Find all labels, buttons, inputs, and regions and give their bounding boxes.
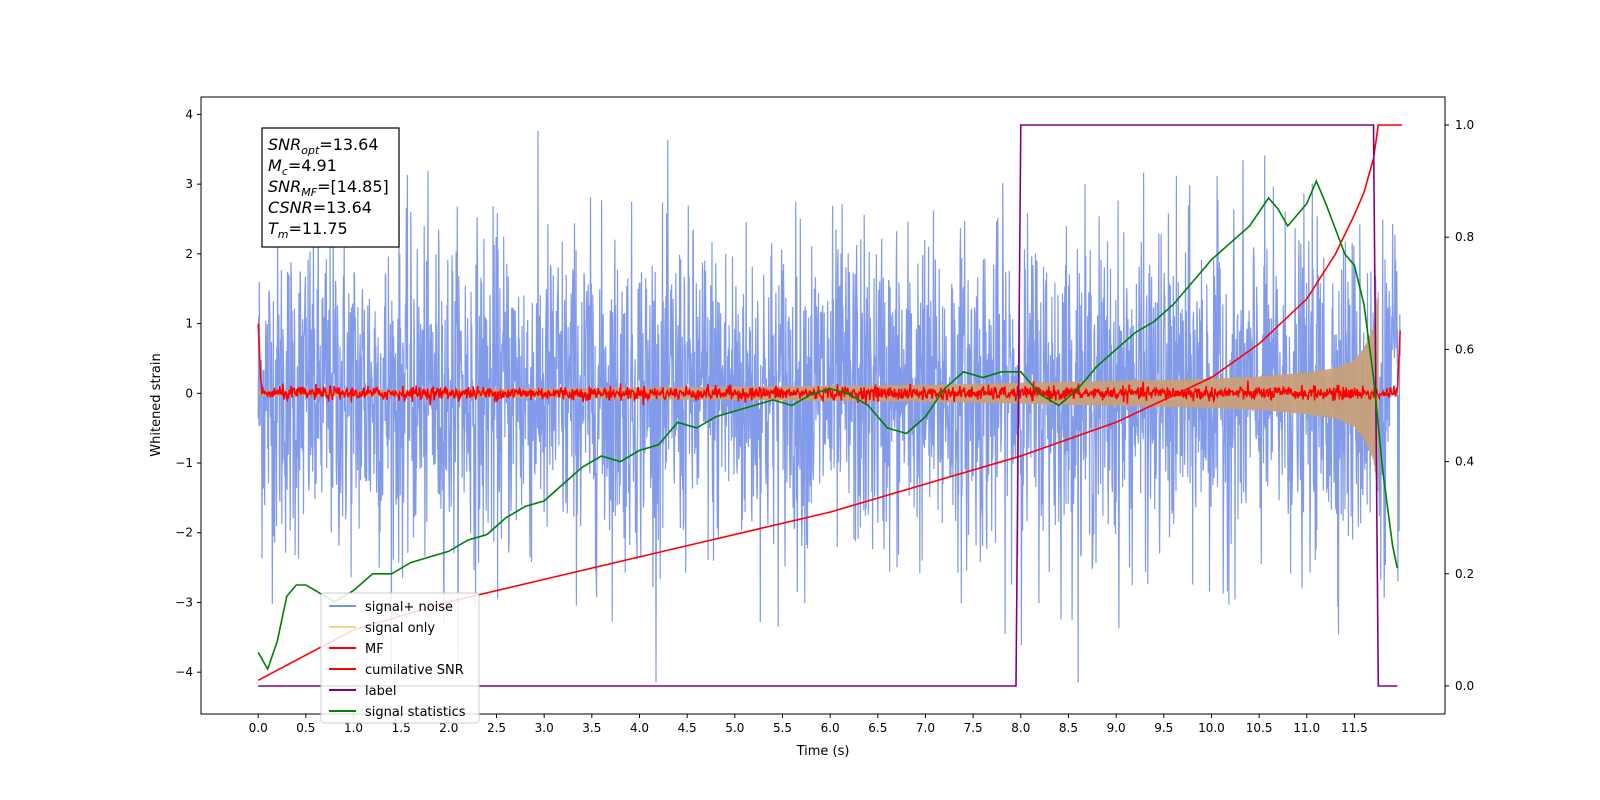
- legend: signal+ noise signal only MF cumilative SNR…: [320, 592, 480, 724]
- x-tick-label: 3.5: [582, 721, 601, 735]
- y-tick-label: −2: [175, 526, 193, 540]
- annotation-box: SNRopt=13.64Mc=4.91SNRMF=[14.85]CSNR=13.…: [261, 127, 400, 248]
- x-tick-label: 9.5: [1154, 721, 1173, 735]
- y2-tick-label: 0.0: [1455, 679, 1474, 693]
- x-tick-label: 0.5: [296, 721, 315, 735]
- annotation-line: Mc=4.91: [268, 156, 337, 178]
- y2-tick-label: 0.6: [1455, 342, 1474, 356]
- annotation-line: SNRopt=13.64: [268, 135, 379, 157]
- annotation-line: SNRMF=[14.85]: [268, 177, 389, 199]
- series-signal-statistics: [257, 179, 1399, 672]
- x-tick-label: 5.0: [725, 721, 744, 735]
- x-tick-label: 5.5: [773, 721, 792, 735]
- series-signal-only: [257, 292, 1379, 492]
- legend-label: signal+ noise: [365, 600, 453, 615]
- y-tick-label: −4: [175, 665, 193, 679]
- y-axis-right: 1.0 0.8 0.6 0.4 0.2 0.0: [1445, 118, 1474, 693]
- x-tick-label: 9.0: [1107, 721, 1126, 735]
- y2-tick-label: 0.2: [1455, 567, 1474, 581]
- x-tick-label: 2.0: [439, 721, 458, 735]
- annotation-line: Tm=11.75: [268, 219, 348, 241]
- y-tick-label: 0: [185, 386, 193, 400]
- x-tick-label: 8.0: [1011, 721, 1030, 735]
- x-tick-label: 11.0: [1293, 721, 1320, 735]
- x-tick-label: 0.0: [249, 721, 268, 735]
- y-tick-label: 4: [185, 107, 193, 121]
- legend-frame: [320, 592, 480, 724]
- x-axis-label: Time (s): [796, 744, 850, 759]
- y-tick-label: −3: [175, 595, 193, 609]
- plot-frame: [200, 96, 1446, 715]
- x-tick-label: 11.5: [1341, 721, 1368, 735]
- x-axis: 0.0 0.5 1.0 1.5 2.0 2.5 3.0 3.5 4.0 4.5 5.0 5.5 6.0 6…: [249, 714, 1368, 735]
- x-tick-label: 4.0: [630, 721, 649, 735]
- x-tick-label: 1.0: [344, 721, 363, 735]
- x-tick-label: 6.5: [868, 721, 887, 735]
- x-tick-label: 1.5: [392, 721, 411, 735]
- y2-tick-label: 1.0: [1455, 118, 1474, 132]
- y-tick-label: 2: [185, 247, 193, 261]
- x-tick-label: 8.5: [1059, 721, 1078, 735]
- series-label: [258, 124, 1398, 687]
- y-tick-label: 1: [185, 317, 193, 331]
- legend-label: MF: [365, 642, 384, 657]
- x-tick-label: 4.5: [678, 721, 697, 735]
- x-tick-label: 2.5: [487, 721, 506, 735]
- y-tick-label: 3: [185, 177, 193, 191]
- annotation-frame: [261, 127, 400, 248]
- x-tick-label: 6.0: [821, 721, 840, 735]
- y-axis-left: 4 3 2 1 0 −1 −2 −3 −4: [175, 107, 201, 679]
- y2-tick-label: 0.4: [1455, 455, 1474, 469]
- series-mf: [257, 323, 1401, 406]
- x-tick-label: 10.0: [1198, 721, 1225, 735]
- plot-area: [257, 124, 1403, 687]
- y-axis-label: Whitened strain: [149, 353, 164, 456]
- x-tick-label: 7.5: [964, 721, 983, 735]
- y-tick-label: −1: [175, 456, 193, 470]
- series-cumilative-snr: [257, 124, 1403, 682]
- x-tick-label: 3.0: [535, 721, 554, 735]
- y2-tick-label: 0.8: [1455, 230, 1474, 244]
- annotation-line: CSNR=13.64: [268, 198, 372, 217]
- x-tick-label: 7.0: [916, 721, 935, 735]
- x-tick-label: 10.5: [1246, 721, 1273, 735]
- legend-label: label: [365, 684, 396, 699]
- legend-label: signal only: [365, 621, 435, 636]
- legend-label: signal statistics: [365, 705, 466, 720]
- legend-label: cumilative SNR: [365, 663, 464, 678]
